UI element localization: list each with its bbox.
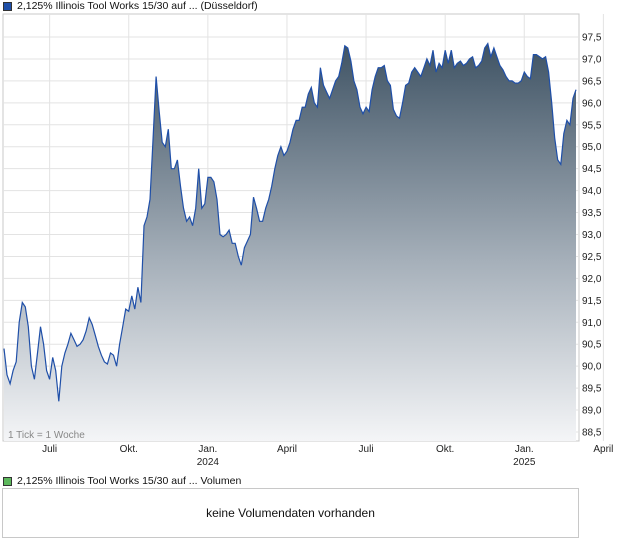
x-year-label: 2025 — [513, 457, 536, 468]
y-axis: 88,5 89,0 89,5 90,0 90,5 91,0 91,5 92,0 92,5 93,0… — [582, 33, 602, 439]
price-line — [3, 42, 577, 402]
y-tick-label: 89,0 — [582, 406, 602, 417]
x-tick-label: April — [277, 444, 297, 455]
y-tick-label: 93,0 — [582, 230, 602, 241]
volume-panel: keine Volumendaten vorhanden — [2, 488, 579, 538]
volume-legend: 2,125% Illinois Tool Works 15/30 auf ...… — [3, 475, 241, 487]
y-tick-label: 92,0 — [582, 274, 602, 285]
y-tick-label: 91,0 — [582, 318, 602, 329]
price-chart: 1 Tick = 1 Woche 88,5 89,0 89,5 90,0 90,5 91,… — [2, 13, 613, 468]
x-tick-label: Okt. — [436, 444, 454, 455]
y-tick-label: 94,0 — [582, 186, 602, 197]
y-tick-label: 96,5 — [582, 76, 602, 87]
price-legend: 2,125% Illinois Tool Works 15/30 auf ...… — [3, 0, 258, 12]
tick-note: 1 Tick = 1 Woche — [8, 430, 85, 441]
x-tick-label: Juli — [359, 444, 374, 455]
x-tick-label: Okt. — [120, 444, 138, 455]
volume-legend-label: 2,125% Illinois Tool Works 15/30 auf ...… — [17, 475, 242, 487]
y-tick-label: 95,5 — [582, 120, 602, 131]
y-tick-label: 97,0 — [582, 54, 602, 65]
y-tick-label: 90,5 — [582, 340, 602, 351]
y-tick-label: 93,5 — [582, 208, 602, 219]
y-tick-label: 90,0 — [582, 362, 602, 373]
y-tick-label: 89,5 — [582, 384, 602, 395]
x-year-label: 2024 — [197, 457, 220, 468]
price-area — [4, 43, 576, 441]
volume-empty-message: keine Volumendaten vorhanden — [206, 506, 375, 520]
x-tick-label: April — [593, 444, 613, 455]
x-tick-label: Juli — [42, 444, 57, 455]
price-legend-label: 2,125% Illinois Tool Works 15/30 auf ...… — [17, 0, 258, 12]
y-tick-label: 96,0 — [582, 98, 602, 109]
x-tick-label: Jan. — [198, 444, 217, 455]
price-legend-swatch — [3, 1, 12, 11]
y-tick-label: 88,5 — [582, 428, 602, 439]
y-tick-label: 94,5 — [582, 164, 602, 175]
y-tick-label: 91,5 — [582, 296, 602, 307]
y-tick-label: 92,5 — [582, 252, 602, 263]
y-tick-label: 95,0 — [582, 142, 602, 153]
volume-legend-swatch — [3, 476, 12, 486]
x-tick-label: Jan. — [515, 444, 534, 455]
y-tick-label: 97,5 — [582, 33, 602, 44]
x-axis: Juli Okt. Jan. 2024 April Juli Okt. Jan. 2025 Apr… — [42, 444, 613, 468]
